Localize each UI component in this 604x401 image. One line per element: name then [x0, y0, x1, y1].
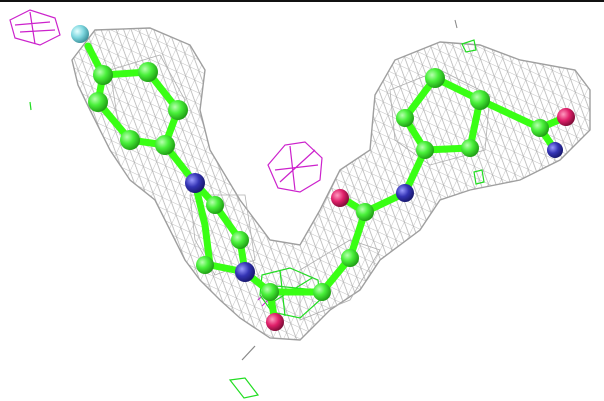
carbon-atom [88, 92, 108, 112]
carbon-atom [138, 62, 158, 82]
carbon-atom [313, 283, 331, 301]
carbon-atom [120, 130, 140, 150]
oxygen-atom [557, 108, 575, 126]
nitrogen-atom [396, 184, 414, 202]
oxygen-atom [331, 189, 349, 207]
top-border [0, 0, 604, 2]
nitrogen-atom [547, 142, 563, 158]
carbon-atom [168, 100, 188, 120]
carbon-atom [231, 231, 249, 249]
carbon-atom [425, 68, 445, 88]
carbon-atom [206, 196, 224, 214]
carbon-atom [356, 203, 374, 221]
nitrogen-atom [185, 173, 205, 193]
carbon-atom [261, 283, 279, 301]
carbon-atom [461, 139, 479, 157]
carbon-atom [416, 141, 434, 159]
atoms [71, 25, 575, 331]
carbon-atom [341, 249, 359, 267]
nitrogen-atom [235, 262, 255, 282]
carbon-atom [155, 135, 175, 155]
carbon-atom [93, 65, 113, 85]
oxygen-atom [266, 313, 284, 331]
carbon-atom [196, 256, 214, 274]
carbon-atom [531, 119, 549, 137]
carbon-atom [396, 109, 414, 127]
negative-difference-mesh [9, 9, 323, 307]
fluorine-atom [71, 25, 89, 43]
carbon-atom [470, 90, 490, 110]
